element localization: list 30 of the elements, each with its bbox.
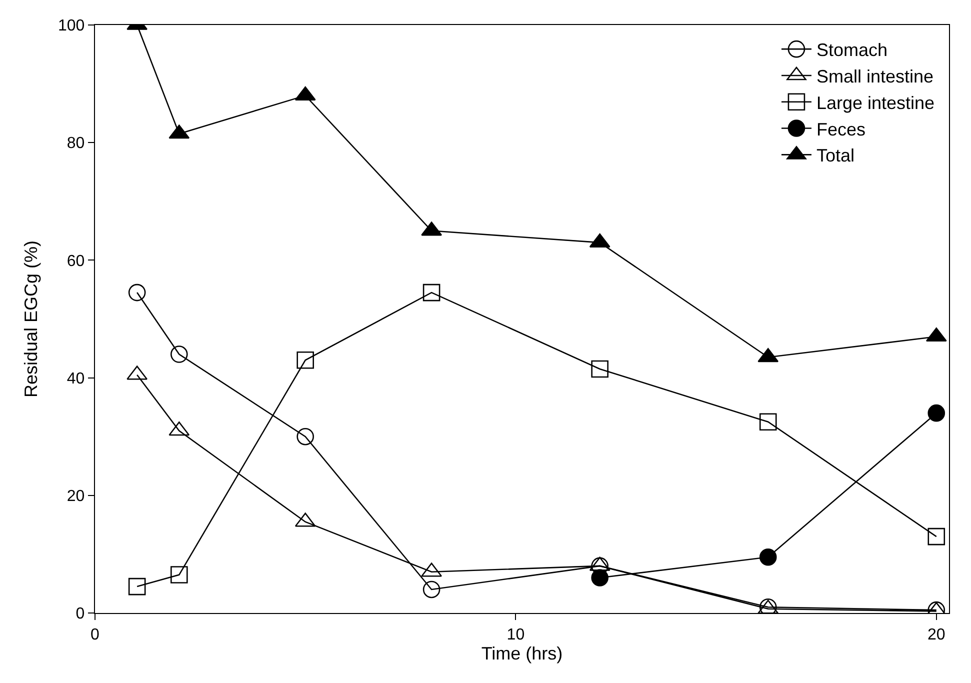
legend-label: Small intestine (816, 66, 934, 86)
legend-label: Total (816, 146, 854, 166)
legend-label: Large intestine (816, 92, 935, 113)
point (591, 569, 608, 586)
point (296, 352, 314, 369)
legend-label: Feces (816, 119, 866, 140)
point (928, 404, 946, 422)
point (928, 528, 946, 546)
y-tick-label: 60 (66, 252, 85, 270)
point (170, 566, 188, 584)
point (591, 360, 608, 378)
y-tick-label: 20 (66, 488, 85, 505)
x-tick-label: 10 (506, 626, 525, 644)
x-tick-label: 20 (927, 626, 946, 644)
point (128, 284, 146, 302)
point (296, 428, 314, 446)
point (759, 413, 777, 431)
point (128, 578, 146, 596)
x-tick-label: 0 (90, 626, 100, 644)
legend-label: Stomach (816, 40, 888, 60)
point (422, 284, 440, 302)
point (170, 346, 188, 363)
point (422, 580, 440, 598)
y-tick-label: 0 (76, 606, 85, 623)
point (759, 548, 777, 566)
y-tick-label: 40 (66, 370, 85, 388)
y-tick-label: 100 (58, 18, 85, 35)
x-axis-title: Time (hrs) (481, 643, 563, 664)
y-axis-title: Residual EGCg (%) (21, 240, 42, 398)
y-tick-label: 80 (66, 135, 85, 152)
